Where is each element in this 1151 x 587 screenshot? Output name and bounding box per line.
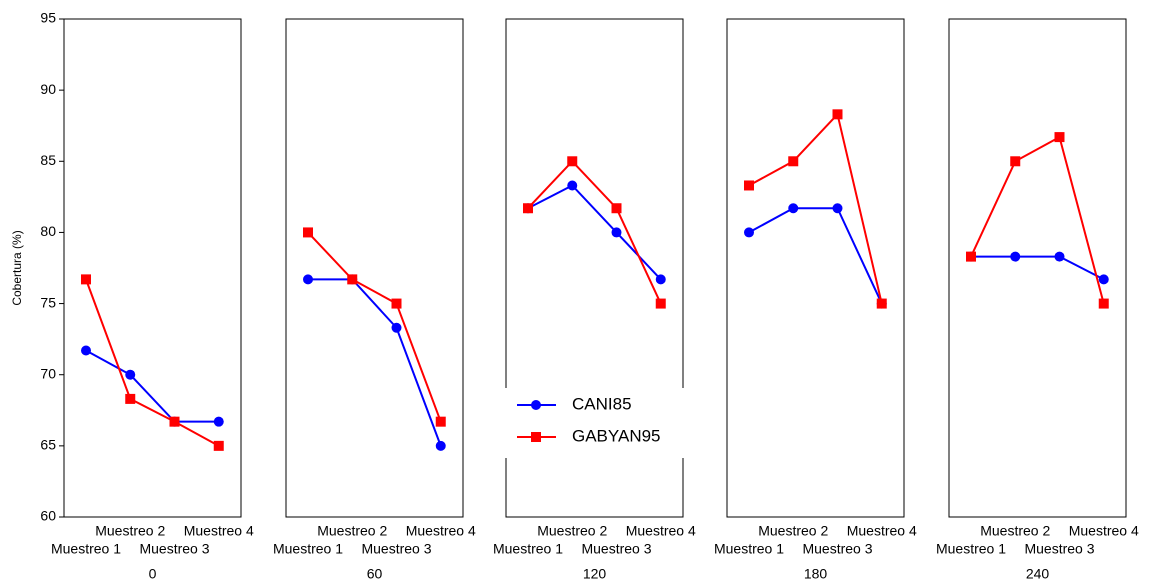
data-point (435, 440, 446, 451)
data-point (567, 180, 578, 191)
data-point (213, 440, 224, 451)
y-axis-label: Cobertura (%) (10, 230, 24, 305)
series-line (527, 159, 662, 304)
data-point (1054, 132, 1065, 143)
x-tick-label: Muestreo 4 (406, 523, 476, 539)
data-point (303, 227, 313, 238)
x-tick-label: Muestreo 4 (847, 523, 917, 539)
data-point (1098, 298, 1109, 309)
data-point (347, 274, 358, 285)
series-line (527, 184, 662, 281)
data-point (125, 393, 136, 404)
data-point (1098, 274, 1109, 285)
series-line (971, 255, 1105, 281)
panel-frame (285, 18, 464, 518)
panel-label: 0 (149, 566, 157, 582)
x-tick-label: Muestreo 4 (184, 523, 254, 539)
series-line (85, 349, 219, 423)
x-tick-label: Muestreo 3 (581, 541, 651, 557)
data-point (611, 227, 622, 238)
data-point (655, 298, 666, 309)
x-tick-label: Muestreo 2 (758, 523, 828, 539)
legend-marker (531, 400, 541, 410)
y-tick-label: 95 (40, 10, 56, 26)
panel-frame (63, 18, 242, 518)
panel-label: 60 (367, 566, 383, 582)
data-point (169, 416, 180, 427)
data-point (523, 203, 533, 214)
panel-frame (726, 18, 905, 518)
legend-marker (531, 432, 541, 442)
x-tick-label: Muestreo 1 (51, 541, 121, 557)
data-point (1054, 251, 1065, 262)
data-point (966, 251, 976, 262)
data-point (788, 156, 799, 167)
x-tick-label: Muestreo 1 (936, 541, 1006, 557)
series-line (307, 231, 442, 423)
data-point (744, 180, 754, 191)
data-point (435, 416, 446, 427)
y-tick-label: 65 (40, 437, 56, 453)
x-tick-label: Muestreo 3 (139, 541, 209, 557)
legend-box (492, 388, 686, 458)
series-line (748, 207, 883, 304)
data-point (788, 203, 799, 214)
legend-label: CANI85 (572, 394, 632, 413)
x-tick-label: Muestreo 1 (493, 541, 563, 557)
data-point (391, 322, 402, 333)
x-tick-label: Muestreo 3 (1024, 541, 1094, 557)
x-tick-label: Muestreo 4 (1069, 523, 1139, 539)
y-tick-label: 70 (40, 365, 56, 381)
legend-label: GABYAN95 (572, 426, 661, 445)
y-tick-label: 90 (40, 81, 56, 97)
panel-label: 120 (583, 566, 607, 582)
x-tick-label: Muestreo 1 (714, 541, 784, 557)
data-point (303, 274, 313, 285)
data-point (744, 227, 754, 238)
x-tick-label: Muestreo 2 (980, 523, 1050, 539)
data-point (1010, 251, 1021, 262)
data-point (391, 298, 402, 309)
data-point (213, 416, 224, 427)
x-tick-label: Muestreo 1 (273, 541, 343, 557)
x-tick-label: Muestreo 3 (361, 541, 431, 557)
data-point (832, 109, 843, 120)
data-point (611, 203, 622, 214)
x-tick-label: Muestreo 4 (626, 523, 696, 539)
data-point (81, 274, 91, 285)
y-tick-label: 85 (40, 152, 56, 168)
series-line (748, 112, 883, 304)
x-tick-label: Muestreo 3 (802, 541, 872, 557)
data-point (81, 345, 91, 356)
x-tick-label: Muestreo 2 (95, 523, 165, 539)
data-point (125, 369, 136, 380)
x-tick-label: Muestreo 2 (537, 523, 607, 539)
data-point (567, 156, 578, 167)
data-point (655, 274, 666, 285)
x-tick-label: Muestreo 2 (317, 523, 387, 539)
series-line (85, 279, 220, 447)
y-tick-label: 75 (40, 294, 56, 310)
panel-label: 180 (804, 566, 828, 582)
series-line (970, 135, 1105, 304)
panel-frame (948, 18, 1127, 518)
data-point (832, 203, 843, 214)
panel-label: 240 (1026, 566, 1050, 582)
data-point (1010, 156, 1021, 167)
y-tick-label: 60 (40, 508, 56, 524)
panel-frame (505, 18, 684, 518)
data-point (876, 298, 887, 309)
series-line (308, 278, 442, 447)
y-tick-label: 80 (40, 223, 56, 239)
